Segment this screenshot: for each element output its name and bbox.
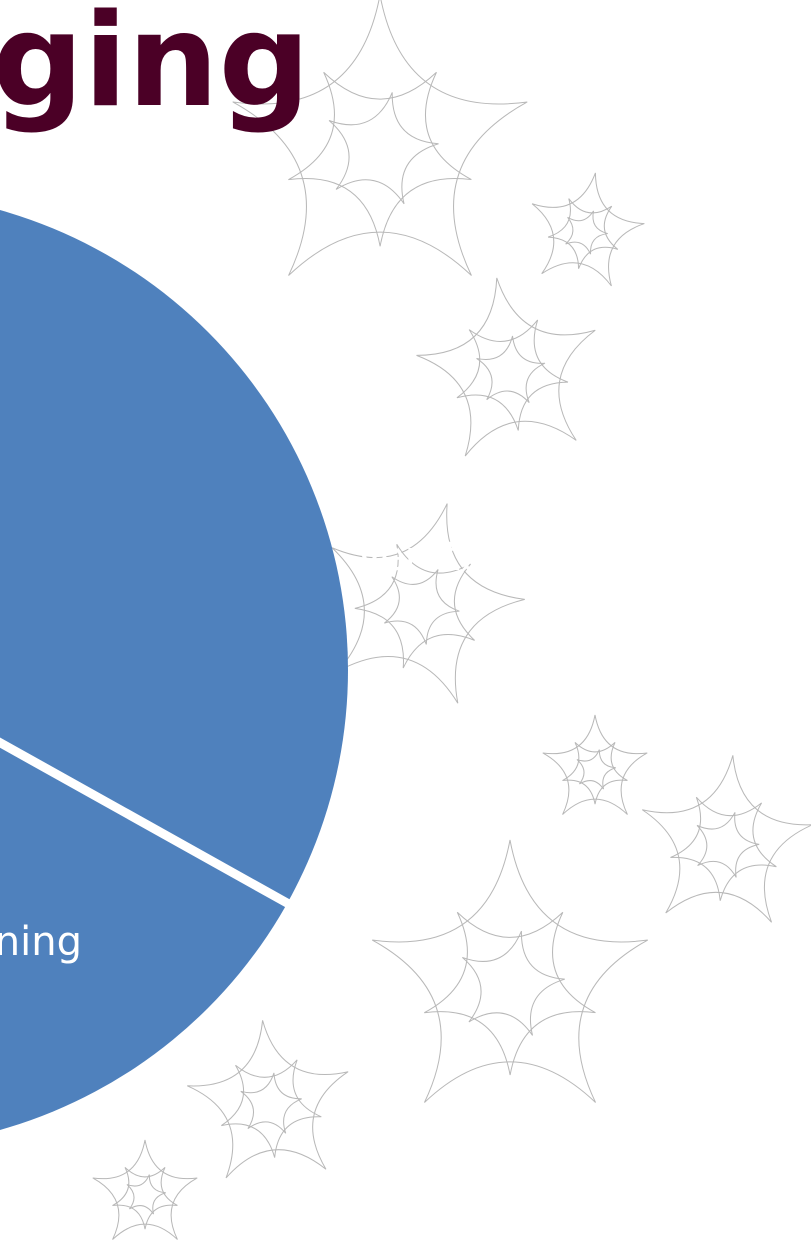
- page: ging Verktøy ning (() => { const data = …: [0, 0, 811, 1255]
- slide: ging Verktøy ning: [0, 0, 811, 1255]
- slide-title: ging: [0, 0, 310, 136]
- pie-body: [0, 192, 348, 1148]
- pie: [0, 192, 348, 1148]
- segment-label: Verktøy: [356, 534, 508, 580]
- segment-label: ning: [0, 919, 82, 965]
